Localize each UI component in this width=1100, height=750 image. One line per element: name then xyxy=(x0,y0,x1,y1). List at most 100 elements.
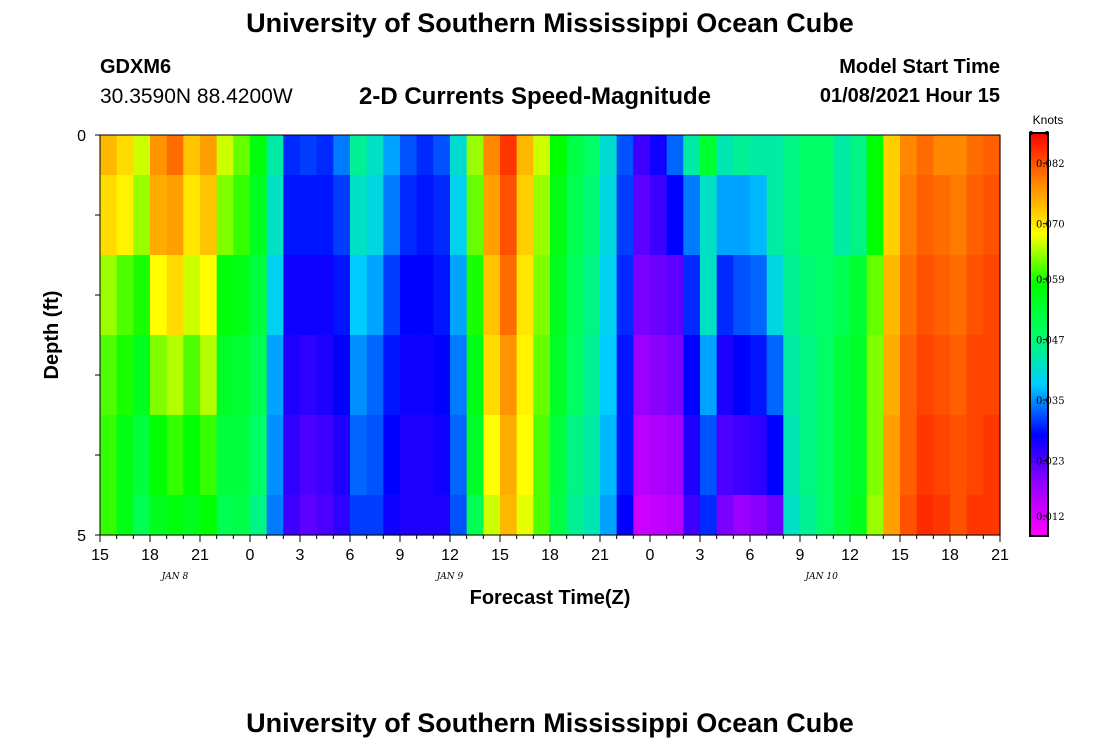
heatmap-cell xyxy=(583,335,601,416)
heatmap-cell xyxy=(200,415,218,496)
heatmap-cell xyxy=(216,135,234,176)
heatmap-cell xyxy=(300,335,318,416)
heatmap-cell xyxy=(100,255,118,336)
heatmap-cell xyxy=(116,135,134,176)
heatmap-cell xyxy=(333,335,351,416)
heatmap-cell xyxy=(566,175,584,256)
heatmap-cell xyxy=(883,135,901,176)
heatmap-cell xyxy=(266,415,284,496)
heatmap-cell xyxy=(116,495,134,536)
x-tick-label: 21 xyxy=(591,547,609,564)
heatmap-cell xyxy=(183,175,201,256)
heatmap-cell xyxy=(950,135,968,176)
heatmap-cell xyxy=(433,175,451,256)
heatmap-cell xyxy=(716,135,734,176)
heatmap-cell xyxy=(683,335,701,416)
heatmap-cell xyxy=(483,175,501,256)
heatmap-cell xyxy=(416,495,434,536)
heatmap-cell xyxy=(616,335,634,416)
heatmap-cell xyxy=(850,335,868,416)
x-tick-label: 18 xyxy=(141,547,159,564)
station-id: GDXM6 xyxy=(100,56,172,78)
heatmap-cell xyxy=(966,415,984,496)
x-tick-label: 3 xyxy=(296,547,305,564)
heatmap-cell xyxy=(566,255,584,336)
heatmap-cell xyxy=(833,415,851,496)
heatmap-cell xyxy=(150,335,168,416)
heatmap-cell xyxy=(633,335,651,416)
colorbar-tick-label: 0.082 xyxy=(1036,159,1065,170)
heatmap-cell xyxy=(950,335,968,416)
heatmap-cell xyxy=(300,415,318,496)
heatmap-cell xyxy=(966,335,984,416)
heatmap-cell xyxy=(450,495,468,536)
heatmap-cell xyxy=(716,495,734,536)
heatmap-cell xyxy=(450,135,468,176)
heatmap-cell xyxy=(733,335,751,416)
heatmap-cell xyxy=(400,415,418,496)
heatmap-cell xyxy=(933,255,951,336)
heatmap-cell xyxy=(216,335,234,416)
heatmap-cell xyxy=(750,495,768,536)
heatmap-cell xyxy=(166,175,184,256)
heatmap-cell xyxy=(533,495,551,536)
heatmap-cell xyxy=(800,415,818,496)
heatmap-cell xyxy=(600,135,618,176)
heatmap-cell xyxy=(700,255,718,336)
heatmap-cell xyxy=(716,175,734,256)
heatmap-cell xyxy=(566,415,584,496)
heatmap-cell xyxy=(916,415,934,496)
heatmap-cell xyxy=(516,135,534,176)
heatmap-cell xyxy=(750,175,768,256)
heatmap-cell xyxy=(200,135,218,176)
heatmap-cell xyxy=(100,335,118,416)
heatmap-cell xyxy=(983,175,1001,256)
heatmap-cell xyxy=(633,175,651,256)
heatmap-cell xyxy=(766,175,784,256)
heatmap-cell xyxy=(400,335,418,416)
heatmap-cell xyxy=(150,415,168,496)
heatmap-cell xyxy=(466,495,484,536)
heatmap-cell xyxy=(683,495,701,536)
heatmap-cell xyxy=(833,135,851,176)
heatmap-cell xyxy=(850,415,868,496)
heatmap-cell xyxy=(950,495,968,536)
heatmap-cell xyxy=(400,175,418,256)
heatmap-cell xyxy=(466,335,484,416)
heatmap-cell xyxy=(333,415,351,496)
y-axis-label: Depth (ft) xyxy=(41,291,63,380)
heatmap-cell xyxy=(166,255,184,336)
heatmap-cell xyxy=(500,335,518,416)
heatmap-cell xyxy=(866,135,884,176)
heatmap-cell xyxy=(183,495,201,536)
heatmap-cell xyxy=(900,135,918,176)
heatmap-cell xyxy=(333,255,351,336)
footer-title: University of Southern Mississippi Ocean… xyxy=(246,708,854,738)
heatmap-cell xyxy=(466,135,484,176)
heatmap-cell xyxy=(316,495,334,536)
heatmap-cell xyxy=(133,135,151,176)
heatmap-cell xyxy=(650,335,668,416)
heatmap-cell xyxy=(800,335,818,416)
heatmap-cell xyxy=(366,335,384,416)
heatmap-cell xyxy=(466,415,484,496)
heatmap-cell xyxy=(800,135,818,176)
heatmap-cell xyxy=(816,335,834,416)
heatmap-cell xyxy=(400,495,418,536)
x-tick-label: 12 xyxy=(841,547,859,564)
x-tick-label: 0 xyxy=(646,547,655,564)
heatmap-cell xyxy=(383,415,401,496)
heatmap-cell xyxy=(366,495,384,536)
heatmap-cell xyxy=(450,415,468,496)
heatmap-cell xyxy=(883,495,901,536)
heatmap-cell xyxy=(416,135,434,176)
heatmap-cell xyxy=(366,135,384,176)
colorbar-tick-label: 0.012 xyxy=(1036,512,1065,523)
heatmap-cell xyxy=(466,175,484,256)
heatmap-cell xyxy=(433,335,451,416)
x-tick-label: 6 xyxy=(746,547,755,564)
heatmap-cell xyxy=(983,495,1001,536)
heatmap-cell xyxy=(316,175,334,256)
heatmap-cell xyxy=(550,495,568,536)
